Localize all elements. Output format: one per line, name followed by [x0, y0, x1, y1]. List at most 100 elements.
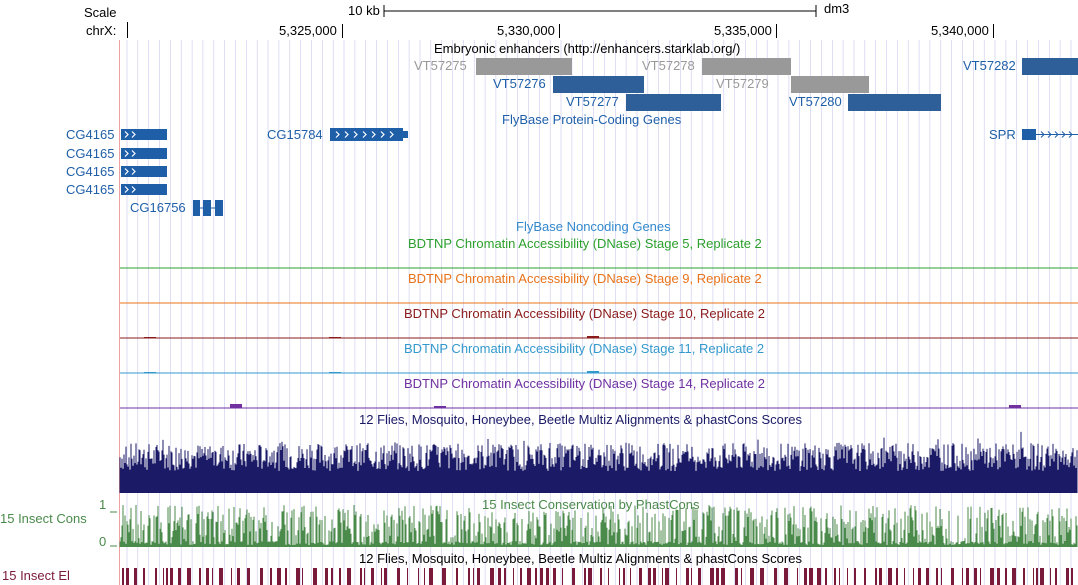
gene-label[interactable]: CG16756 — [130, 200, 186, 215]
conserved-element — [1040, 568, 1044, 585]
conserved-element — [691, 568, 692, 585]
conserved-element — [623, 568, 625, 585]
conserved-element — [962, 568, 963, 585]
enhancer-label[interactable]: VT57279 — [716, 76, 769, 91]
strand-chevron — [124, 186, 129, 193]
dnase-stage14-title[interactable]: BDTNP Chromatin Accessibility (DNase) St… — [404, 376, 766, 391]
dnase-stage10-title[interactable]: BDTNP Chromatin Accessibility (DNase) St… — [404, 306, 766, 321]
conserved-element — [456, 568, 458, 585]
ruler-position: 5,340,000 — [931, 23, 989, 38]
conserved-element — [325, 568, 328, 585]
insect-el-side-label[interactable]: 15 Insect El — [2, 568, 70, 583]
conserved-element — [951, 568, 954, 585]
strand-chevron — [124, 150, 129, 157]
conserved-element — [270, 568, 272, 585]
conserved-element — [178, 568, 181, 585]
phastcons-wiggle — [119, 505, 1078, 547]
strand-chevron — [362, 131, 367, 138]
conserved-element — [572, 568, 575, 585]
conserved-element — [741, 568, 742, 585]
flybase-coding-track-title[interactable]: FlyBase Protein-Coding Genes — [502, 112, 682, 127]
conserved-element — [1033, 568, 1034, 585]
gene-utr — [403, 131, 408, 138]
gene-label[interactable]: CG15784 — [267, 127, 323, 142]
scale-bar-text: 10 kb — [348, 3, 380, 18]
conserved-element — [588, 568, 592, 585]
conserved-element — [918, 568, 921, 585]
dnase-peak — [1009, 405, 1021, 408]
conserved-element — [817, 568, 821, 585]
conserved-element — [913, 568, 914, 585]
gene-label[interactable]: SPR — [989, 127, 1016, 142]
strand-chevron — [131, 131, 136, 138]
insect-cons-track-title[interactable]: 15 Insect Conservation by PhastCons — [482, 497, 700, 512]
gene-label[interactable]: CG4165 — [66, 182, 115, 197]
conserved-element — [1071, 568, 1073, 585]
conserved-element — [710, 568, 714, 585]
insect-cons-ymin: 0 — [99, 534, 107, 549]
dnase-peak — [587, 371, 599, 373]
conserved-element — [347, 568, 351, 585]
conserved-element — [760, 568, 764, 585]
conserved-element — [331, 568, 333, 585]
gene-exon — [121, 166, 167, 177]
gene-label[interactable]: CG4165 — [66, 146, 115, 161]
gene-label[interactable]: CG4165 — [66, 164, 115, 179]
dnase-peak — [230, 404, 242, 408]
dnase-stage5-title[interactable]: BDTNP Chromatin Accessibility (DNase) St… — [408, 236, 762, 251]
gene-exon — [193, 200, 200, 216]
gene-label[interactable]: CG4165 — [66, 127, 115, 142]
conserved-element — [418, 568, 419, 585]
strand-chevron — [124, 131, 129, 138]
conserved-element — [285, 568, 287, 585]
strand-chevron — [1054, 131, 1059, 138]
conserved-element — [212, 568, 213, 585]
enhancers-track-title[interactable]: Embryonic enhancers (http://enhancers.st… — [434, 41, 741, 56]
enhancer-label[interactable]: VT57276 — [493, 76, 546, 91]
conserved-element — [990, 568, 994, 585]
conserved-element — [477, 568, 480, 585]
conserved-element — [490, 568, 494, 585]
conserved-element — [219, 568, 223, 585]
conserved-element — [553, 568, 556, 585]
enhancer-bar — [553, 76, 644, 93]
dnase-stage9-title[interactable]: BDTNP Chromatin Accessibility (DNase) St… — [408, 271, 762, 286]
conserved-element — [662, 568, 663, 585]
strand-chevron — [380, 131, 385, 138]
conserved-element — [941, 568, 942, 585]
conserved-element — [879, 568, 882, 585]
conserved-element — [498, 568, 501, 585]
assembly-label: dm3 — [824, 1, 850, 16]
enhancer-label[interactable]: VT57275 — [414, 58, 467, 73]
conserved-element — [364, 568, 365, 585]
conserved-element — [122, 568, 124, 585]
strand-chevron — [344, 131, 349, 138]
strand-chevron — [131, 150, 136, 157]
chrom-label: chrX: — [86, 23, 117, 38]
conserved-element — [513, 568, 514, 585]
multiz-track-title[interactable]: 12 Flies, Mosquito, Honeybee, Beetle Mul… — [359, 412, 802, 427]
conserved-element — [134, 568, 137, 585]
flybase-noncoding-track-title[interactable]: FlyBase Noncoding Genes — [516, 219, 671, 234]
enhancer-label[interactable]: VT57282 — [963, 58, 1016, 73]
conserved-element — [716, 568, 719, 585]
conserved-element — [1036, 568, 1038, 585]
conserved-element — [384, 568, 387, 585]
enhancer-label[interactable]: VT57277 — [566, 94, 619, 109]
conserved-element — [187, 568, 191, 585]
enhancer-bar — [791, 76, 869, 93]
conserved-element — [360, 568, 362, 585]
strand-chevron — [335, 131, 340, 138]
conserved-element — [1005, 568, 1007, 585]
enhancer-label[interactable]: VT57280 — [789, 94, 842, 109]
conserved-element — [296, 568, 300, 585]
enhancer-label[interactable]: VT57278 — [642, 58, 695, 73]
dnase-stage11-title[interactable]: BDTNP Chromatin Accessibility (DNase) St… — [404, 341, 765, 356]
conserved-element — [163, 568, 164, 585]
strand-chevron — [131, 168, 136, 175]
conserved-element — [313, 568, 317, 585]
insect-el-track-title[interactable]: 12 Flies, Mosquito, Honeybee, Beetle Mul… — [359, 551, 802, 566]
insect-cons-side-label[interactable]: 15 Insect Cons — [0, 511, 87, 526]
